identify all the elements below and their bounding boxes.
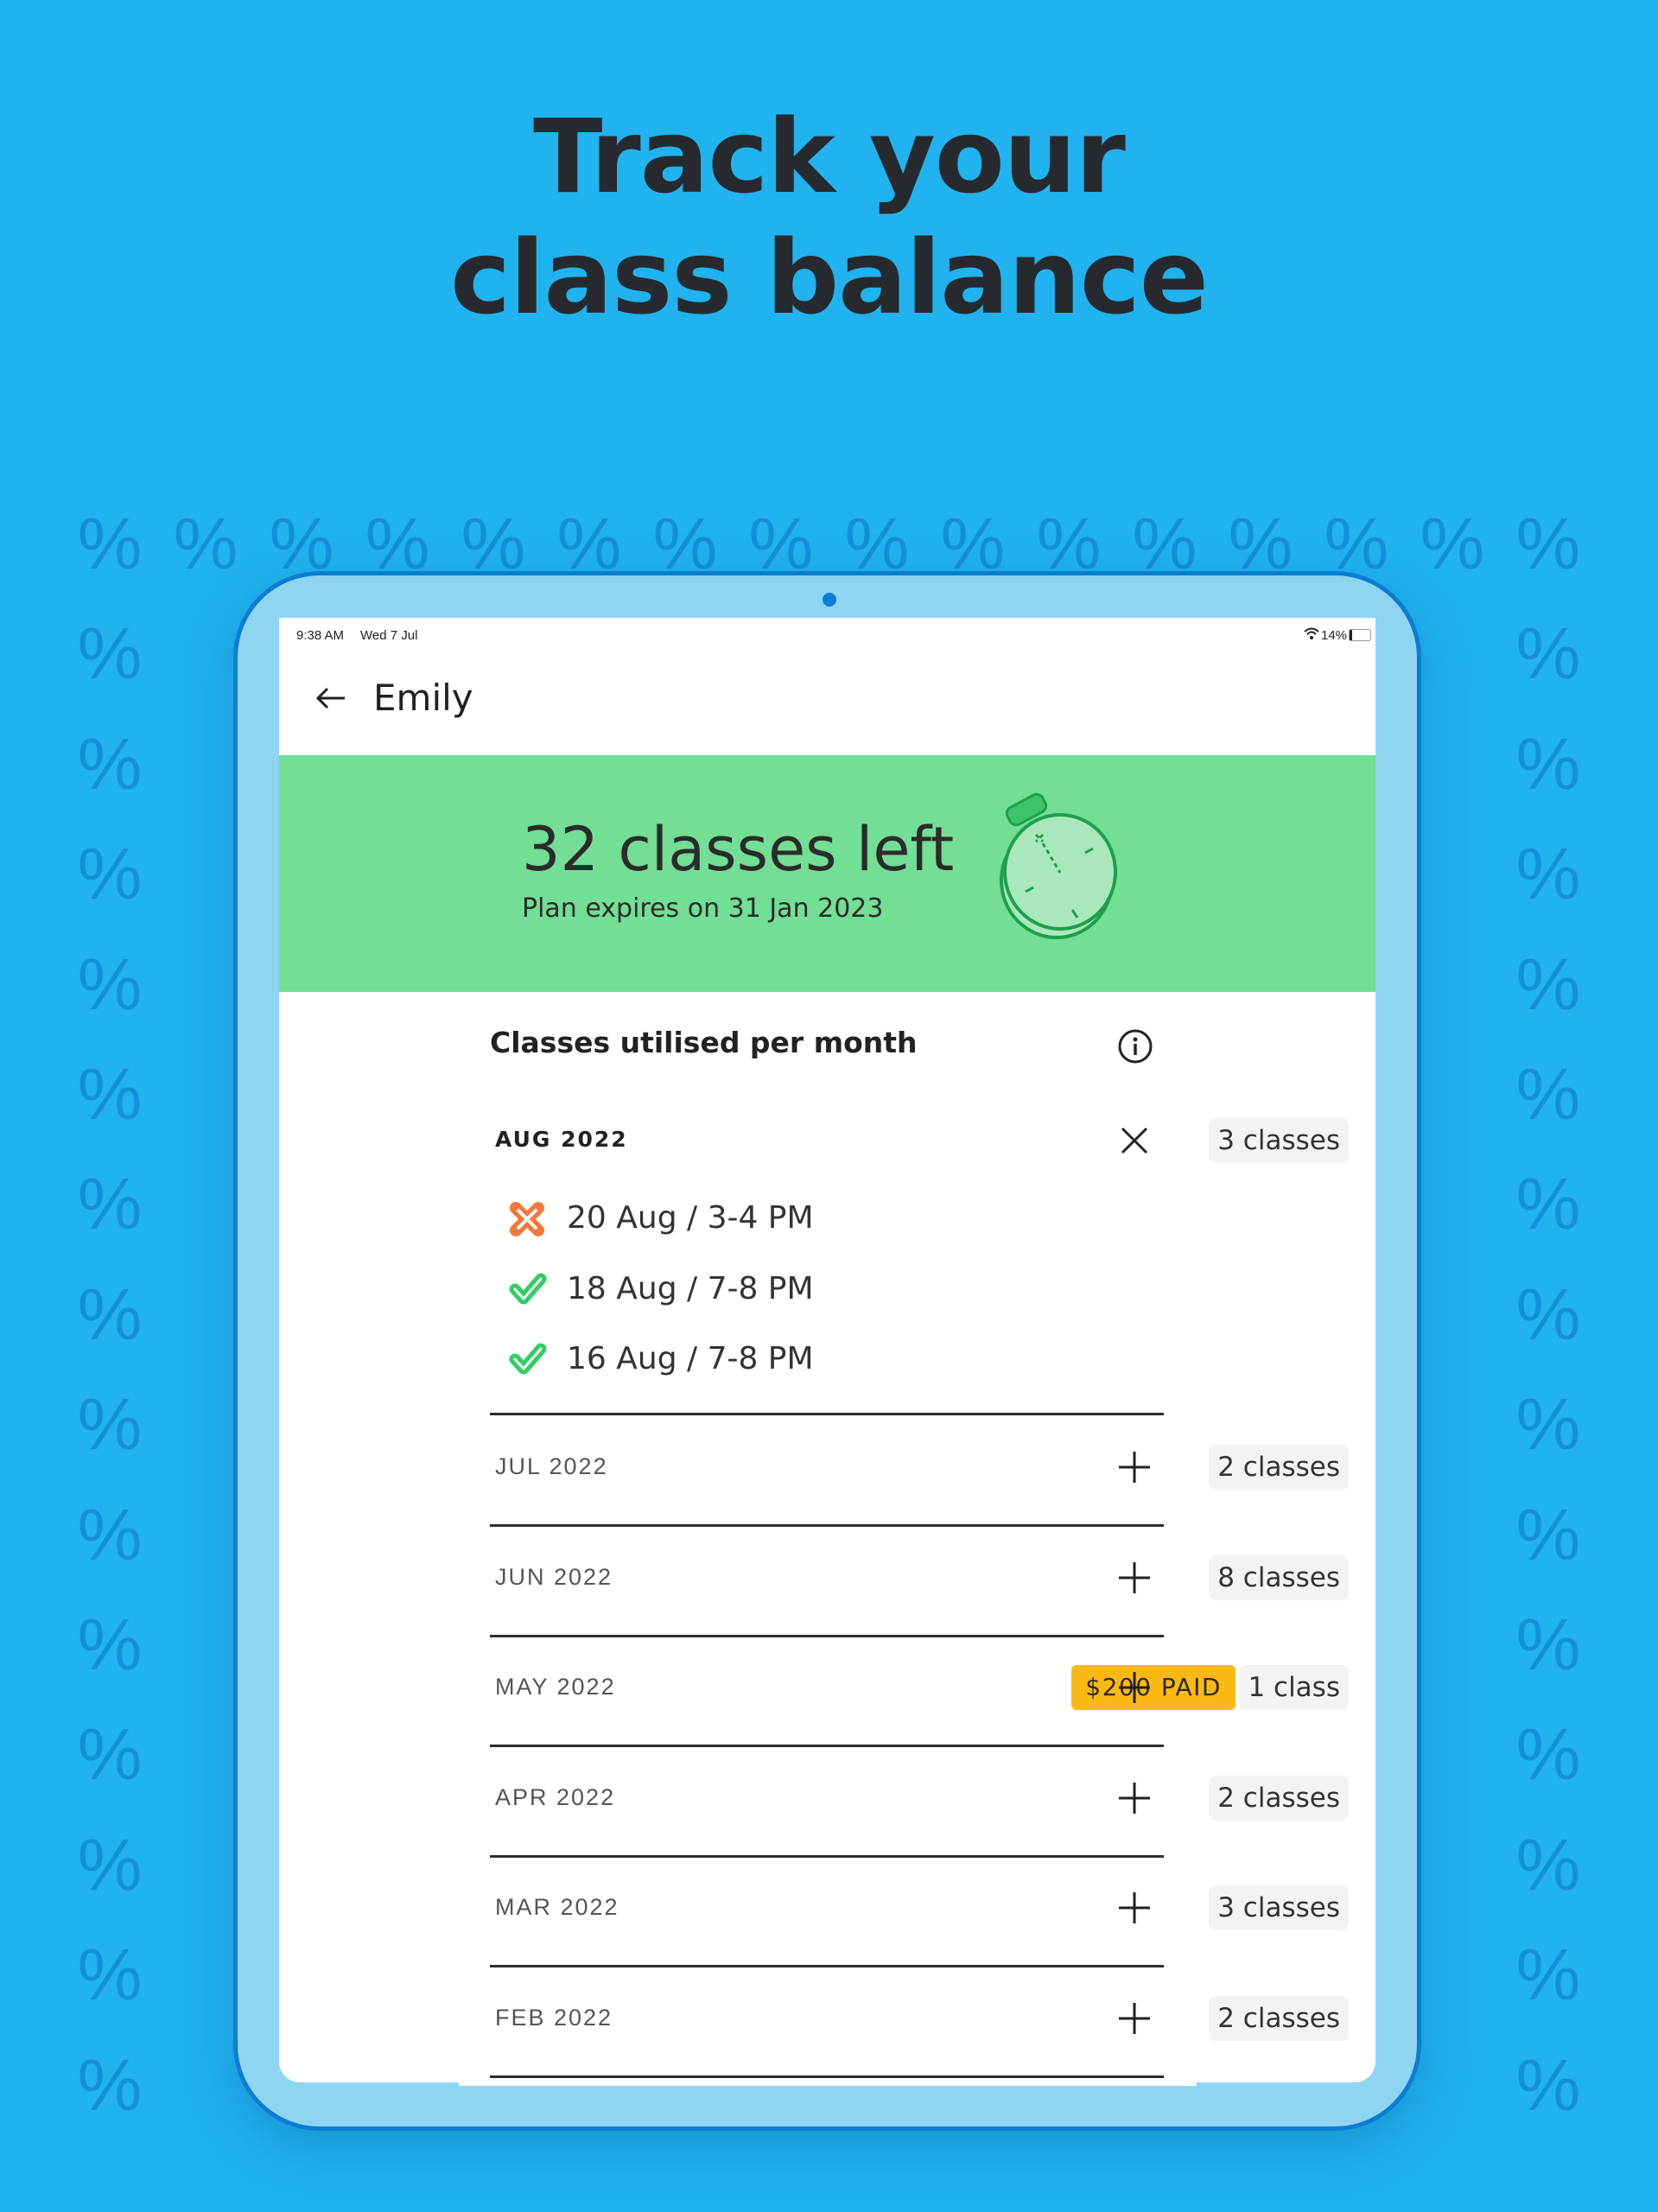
section-title: Classes utilised per month	[490, 1026, 918, 1059]
attended-check-icon	[509, 1342, 547, 1380]
percent-glyph: %	[365, 503, 430, 584]
percent-glyph: %	[77, 613, 143, 695]
stopwatch-icon	[991, 790, 1121, 949]
percent-glyph: %	[1420, 503, 1485, 584]
divider	[490, 1524, 1164, 1527]
percent-glyph: %	[77, 1383, 143, 1465]
plan-expiry: Plan expires on 31 Jan 2023	[522, 893, 884, 924]
percent-glyph: %	[77, 1493, 143, 1575]
percent-glyph: %	[1515, 1163, 1581, 1245]
percent-glyph: %	[1515, 1053, 1581, 1135]
month-label: JUL 2022	[495, 1453, 608, 1479]
percent-glyph: %	[77, 1053, 143, 1135]
expand-plus-icon[interactable]	[1117, 1560, 1152, 1599]
percent-glyph: %	[1515, 1493, 1581, 1575]
percent-glyph: %	[1228, 503, 1293, 584]
percent-glyph: %	[940, 503, 1006, 584]
class-count-pill: 2 classes	[1209, 1445, 1349, 1490]
percent-glyph: %	[77, 2044, 143, 2126]
class-count-pill: 2 classes	[1209, 1775, 1349, 1821]
percent-glyph: %	[77, 1934, 143, 2016]
percent-glyph: %	[1515, 722, 1581, 804]
class-count-pill: 8 classes	[1209, 1554, 1349, 1600]
percent-glyph: %	[1515, 1383, 1581, 1465]
hero-title-line-1: Track your	[532, 97, 1126, 216]
attended-check-icon	[509, 1272, 547, 1310]
divider	[490, 1745, 1164, 1748]
month-label: MAY 2022	[495, 1674, 616, 1700]
percent-glyph: %	[173, 503, 238, 584]
percent-glyph: %	[652, 503, 718, 584]
class-count-pill: 2 classes	[1209, 1996, 1349, 2041]
percent-glyph: %	[1036, 503, 1102, 584]
percent-glyph: %	[1515, 943, 1581, 1025]
percent-glyph: %	[1515, 1604, 1581, 1685]
class-count-pill: 3 classes	[1209, 1885, 1349, 1931]
divider	[490, 2075, 1164, 2078]
percent-glyph: %	[269, 503, 334, 584]
percent-glyph: %	[77, 1713, 143, 1796]
month-label: MAR 2022	[495, 1894, 619, 1921]
percent-glyph: %	[1515, 1273, 1581, 1355]
expand-plus-icon[interactable]	[1117, 1781, 1152, 1819]
status-date: Wed 7 Jul	[360, 628, 418, 643]
status-time: 9:38 AM	[296, 628, 345, 643]
percent-glyph: %	[77, 503, 143, 584]
percent-glyph: %	[1515, 1934, 1581, 2016]
classes-left: 32 classes left	[522, 814, 955, 885]
month-label: APR 2022	[495, 1783, 616, 1810]
month-label: AUG 2022	[495, 1127, 628, 1152]
session-item: 16 Aug / 7-8 PM	[567, 1341, 814, 1376]
percent-glyph: %	[77, 722, 143, 804]
collapse-x-icon[interactable]	[1120, 1126, 1149, 1159]
percent-glyph: %	[556, 503, 622, 584]
month-label: JUN 2022	[495, 1563, 613, 1590]
expand-plus-icon[interactable]	[1117, 2001, 1152, 2039]
expand-plus-icon[interactable]	[1117, 1670, 1152, 1708]
camera-dot	[823, 593, 836, 607]
paid-badge: $200 PAID	[1071, 1665, 1236, 1711]
percent-glyph: %	[77, 943, 143, 1025]
session-item: 20 Aug / 3-4 PM	[567, 1200, 814, 1236]
percent-glyph: %	[461, 503, 526, 584]
percent-glyph: %	[1515, 2044, 1581, 2126]
page-title: Emily	[373, 677, 473, 719]
back-arrow-icon[interactable]	[314, 685, 348, 715]
hero-title-line-2: class balance	[450, 218, 1209, 337]
month-label: FEB 2022	[495, 2005, 613, 2031]
wifi-icon	[1304, 626, 1319, 644]
percent-glyph: %	[1515, 833, 1581, 915]
percent-glyph: %	[1515, 1713, 1581, 1796]
percent-glyph: %	[844, 503, 910, 584]
app-screen: 9:38 AM Wed 7 Jul 14% Emily 32 classes l…	[279, 618, 1375, 2082]
class-count-pill: 1 class	[1239, 1665, 1349, 1711]
info-icon[interactable]	[1117, 1028, 1153, 1068]
percent-glyph: %	[77, 1163, 143, 1245]
percent-glyph: %	[1132, 503, 1197, 584]
balance-banner: 32 classes left Plan expires on 31 Jan 2…	[279, 755, 1375, 992]
expand-plus-icon[interactable]	[1117, 1450, 1152, 1488]
percent-glyph: %	[77, 1604, 143, 1685]
percent-glyph: %	[77, 1823, 143, 1905]
class-count-pill: 3 classes	[1209, 1118, 1349, 1163]
percent-glyph: %	[1515, 503, 1581, 584]
session-item: 18 Aug / 7-8 PM	[567, 1270, 814, 1306]
divider	[490, 1965, 1164, 1968]
percent-glyph: %	[77, 833, 143, 915]
percent-glyph: %	[1515, 1823, 1581, 1905]
divider	[490, 1413, 1164, 1415]
battery-icon	[1349, 629, 1371, 641]
missed-cross-icon	[509, 1201, 545, 1241]
divider	[490, 1854, 1164, 1858]
divider	[490, 1634, 1164, 1637]
battery-percent: 14%	[1321, 628, 1348, 643]
expand-plus-icon[interactable]	[1117, 1891, 1152, 1929]
percent-glyph: %	[77, 1273, 143, 1355]
percent-glyph: %	[1324, 503, 1389, 584]
percent-glyph: %	[1515, 613, 1581, 695]
percent-glyph: %	[748, 503, 814, 584]
